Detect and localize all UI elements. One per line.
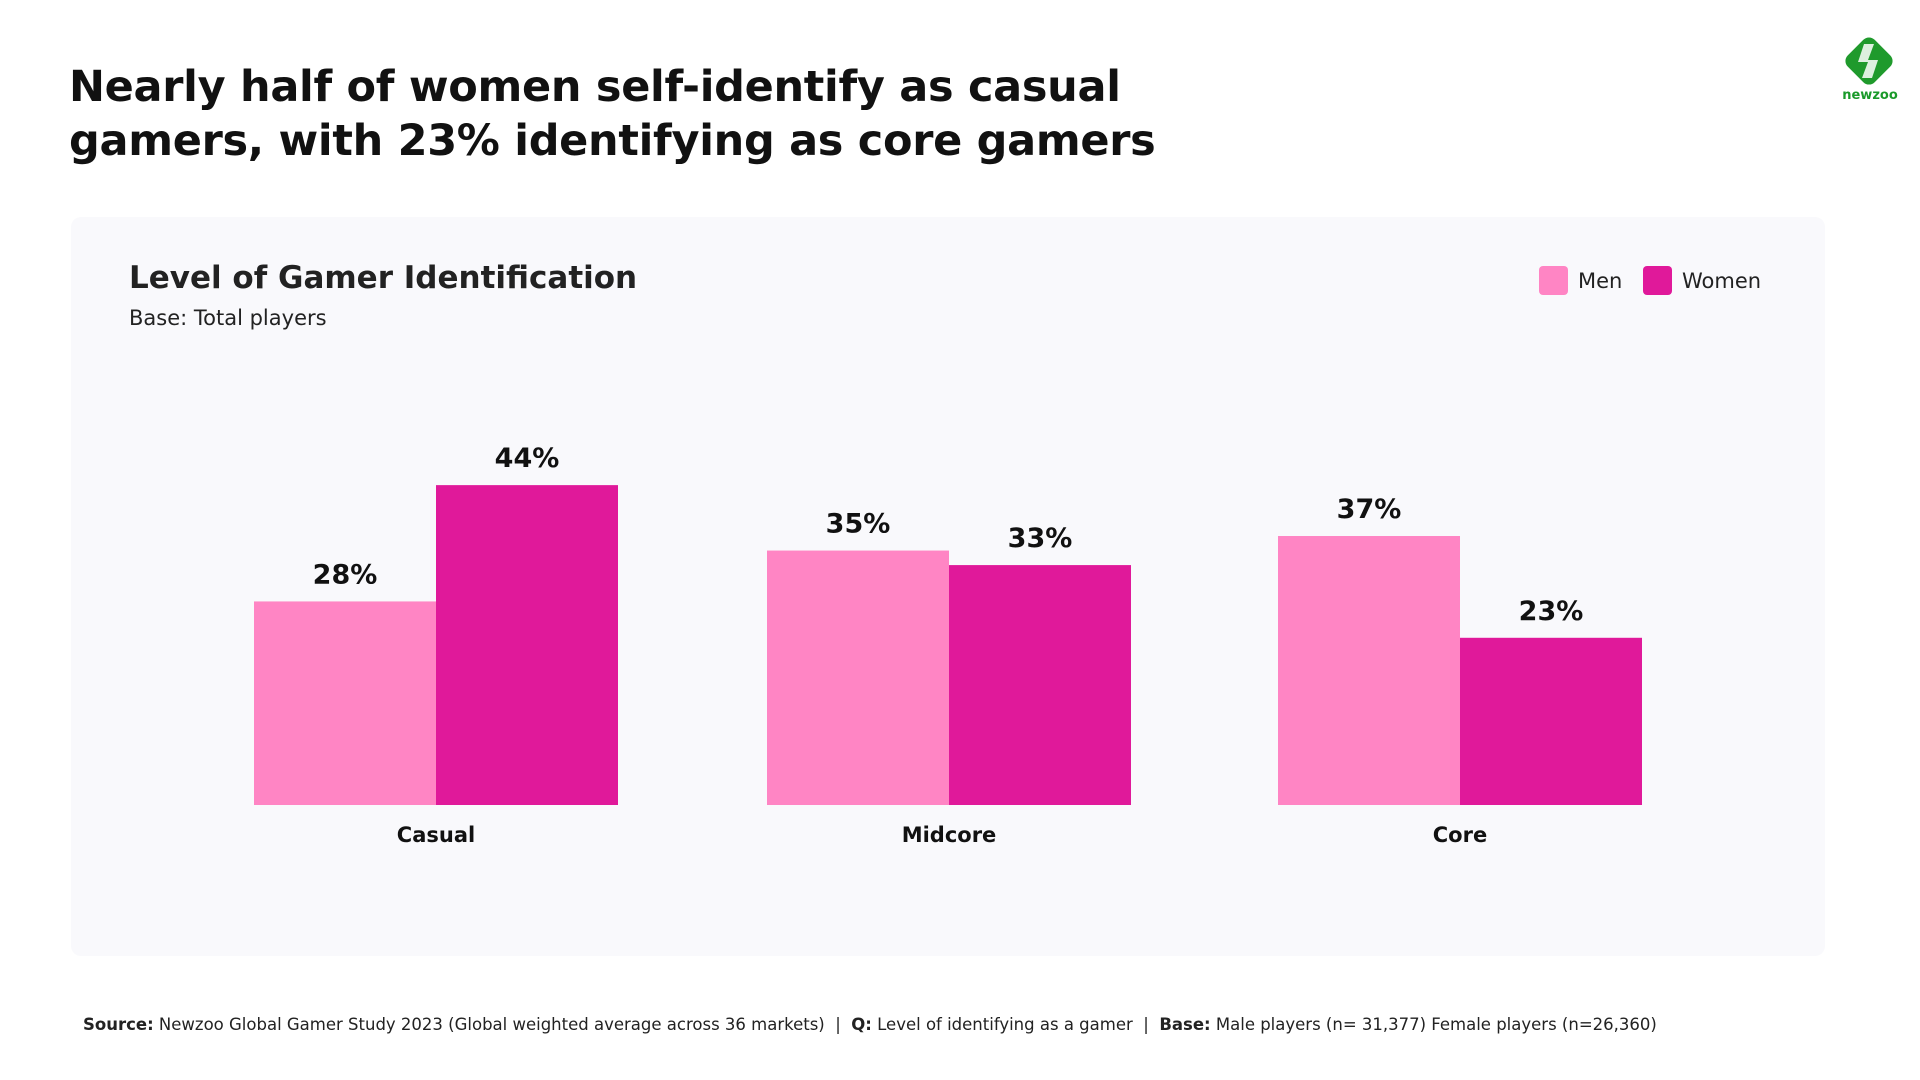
bar-men-core [1278,536,1460,805]
legend-label-women: Women [1682,268,1762,293]
bar-men-midcore [767,550,949,805]
logo-text: newzoo [1842,88,1898,103]
base-label: Base: [1159,1015,1211,1034]
legend-label-men: Men [1578,268,1623,293]
bar-men-casual [254,601,436,805]
source-label: Source: [83,1015,154,1034]
page-title: Nearly half of women self-identify as ca… [69,60,1269,168]
legend-swatch-women [1643,266,1672,295]
data-label: 44% [495,443,560,474]
question-text: Level of identifying as a gamer | [871,1015,1160,1034]
data-label: 37% [1337,494,1402,525]
bar-women-midcore [949,565,1131,805]
title-line-2: gamers, with 23% identifying as core gam… [69,116,1156,166]
category-label: Midcore [902,823,997,847]
base-text: Male players (n= 31,377) Female players … [1210,1015,1657,1034]
category-label: Core [1433,823,1487,847]
chart-title: Level of Gamer Identification [129,260,638,296]
question-label: Q: [851,1015,872,1034]
bar-women-casual [436,485,618,805]
chart-subtitle: Base: Total players [129,306,327,330]
footer-source: Source: Newzoo Global Gamer Study 2023 (… [83,1015,1657,1034]
newzoo-logo-icon [1845,37,1893,85]
legend-swatch-men [1539,266,1568,295]
data-label: 28% [313,559,378,590]
data-label: 35% [826,509,891,540]
bar-women-core [1460,637,1642,805]
data-label: 23% [1519,596,1584,627]
legend-item-men: Men [1539,266,1622,295]
source-text: Newzoo Global Gamer Study 2023 (Global w… [153,1015,852,1034]
title-line-1: Nearly half of women self-identify as ca… [69,62,1121,112]
newzoo-logo: newzoo [1838,36,1902,106]
legend-item-women: Women [1643,266,1761,295]
data-label: 33% [1008,523,1073,554]
category-label: Casual [397,823,475,847]
